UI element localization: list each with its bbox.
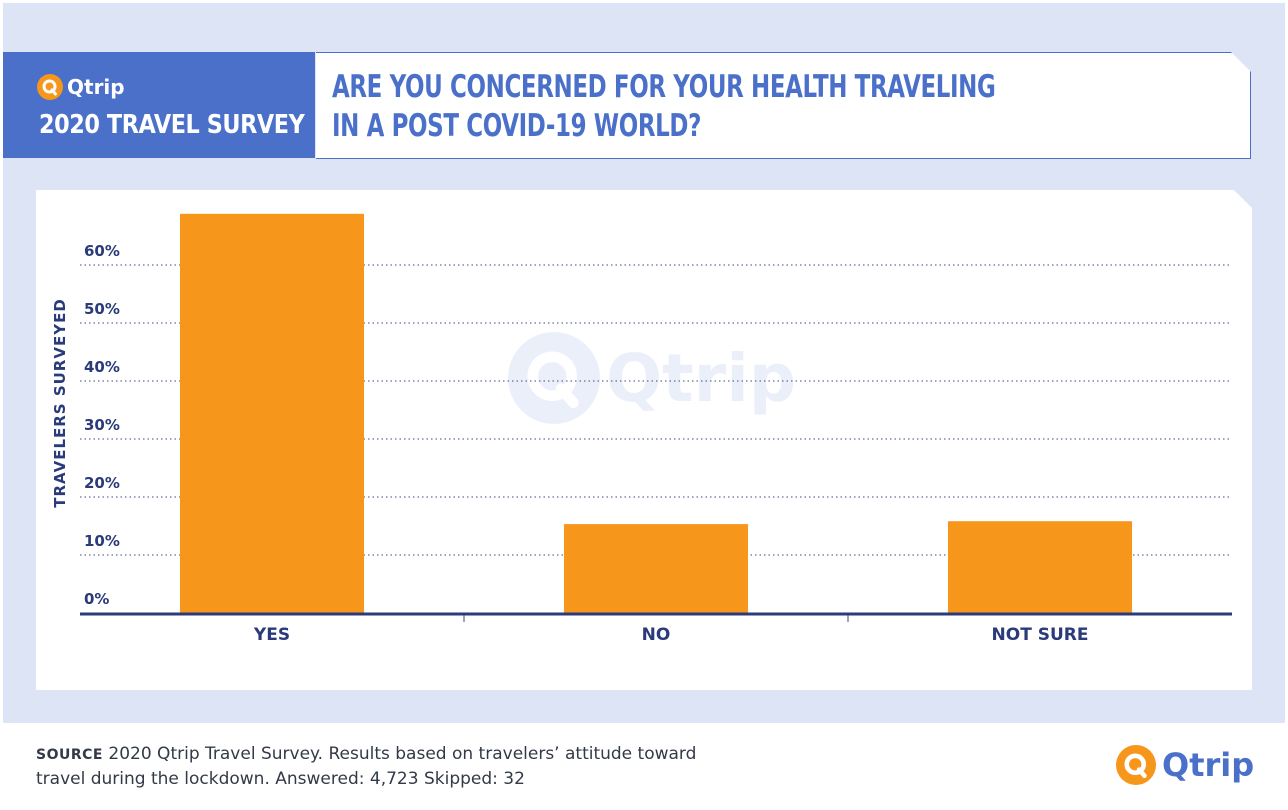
y-tick-label: 0% <box>84 590 109 608</box>
y-tick-label: 20% <box>84 474 120 492</box>
source-label: SOURCE <box>36 747 103 763</box>
qtrip-logo-icon <box>1116 745 1156 785</box>
y-tick-label: 50% <box>84 300 120 318</box>
y-tick-label: 40% <box>84 358 120 376</box>
brand-logo: Qtrip <box>37 74 125 100</box>
y-axis-label: TRAVELERS SURVEYED <box>51 298 69 508</box>
footer-logo-text: Qtrip <box>1162 746 1255 784</box>
survey-title: 2020 TRAVEL SURVEY <box>39 110 305 140</box>
brand-name: Qtrip <box>67 75 125 99</box>
watermark-text: Qtrip <box>606 339 797 417</box>
y-tick-label: 60% <box>84 242 120 260</box>
footer-logo: Qtrip <box>1116 745 1254 785</box>
y-tick-label: 10% <box>84 532 120 550</box>
watermark: Qtrip <box>508 332 796 424</box>
brand-header: Qtrip 2020 TRAVEL SURVEY <box>3 52 315 158</box>
bar-chart: 0% 10% 20% 30% 40% 50% 60% TRAVELERS SURVEYED YE… <box>36 190 1252 690</box>
qtrip-logo-icon <box>37 74 63 100</box>
bar-no <box>564 524 748 614</box>
x-tick-label: NOT SURE <box>992 625 1089 645</box>
chart-card: Qtrip 0% 10% 20% 30% 40% 50% 60% TRAVELERS SURV… <box>36 190 1252 690</box>
bar-yes <box>180 214 364 614</box>
watermark-logo-icon <box>508 332 600 424</box>
source-line-1: 2020 Qtrip Travel Survey. Results based … <box>108 744 697 764</box>
x-tick-label: YES <box>253 625 290 645</box>
x-tick-label: NO <box>642 625 671 645</box>
source-line-2: travel during the lockdown. Answered: 4,… <box>36 769 525 789</box>
question-title-box: ARE YOU CONCERNED FOR YOUR HEALTH TRAVEL… <box>316 52 1251 159</box>
y-tick-label: 30% <box>84 416 120 434</box>
source-note: SOURCE 2020 Qtrip Travel Survey. Results… <box>36 742 756 791</box>
question-title-line-1: ARE YOU CONCERNED FOR YOUR HEALTH TRAVEL… <box>332 69 996 105</box>
bar-not-sure <box>948 521 1132 614</box>
question-title-line-2: IN A POST COVID-19 WORLD? <box>332 108 702 144</box>
